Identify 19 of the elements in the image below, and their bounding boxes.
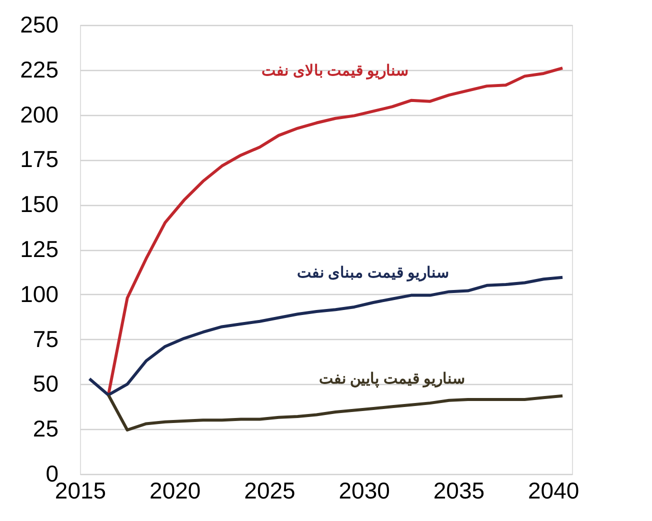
x-tick-label: 2030 bbox=[338, 478, 390, 504]
y-tick-label: 225 bbox=[20, 56, 58, 82]
x-tick-label: 2040 bbox=[528, 478, 580, 504]
x-tick-label: 2035 bbox=[433, 478, 485, 504]
y-tick-label: 250 bbox=[20, 12, 58, 38]
series-label: سناریو قیمت بالای نفت bbox=[262, 62, 410, 80]
y-tick-label: 25 bbox=[32, 416, 58, 442]
y-tick-label: 50 bbox=[32, 370, 58, 397]
series-label: سناریو قیمت مبنای نفت bbox=[297, 264, 450, 282]
y-tick-label: 75 bbox=[32, 326, 58, 352]
x-tick-label: 2025 bbox=[244, 478, 296, 504]
y-tick-label: 100 bbox=[20, 280, 58, 307]
y-tick-label: 125 bbox=[20, 236, 58, 262]
x-tick-label: 2020 bbox=[150, 478, 201, 504]
line-series bbox=[106, 393, 564, 432]
series-label: سناریو قیمت پایین نفت bbox=[318, 370, 466, 389]
y-tick-label: 150 bbox=[20, 191, 58, 218]
y-tick-label: 175 bbox=[20, 146, 58, 172]
y-tick-label: 200 bbox=[20, 101, 58, 128]
